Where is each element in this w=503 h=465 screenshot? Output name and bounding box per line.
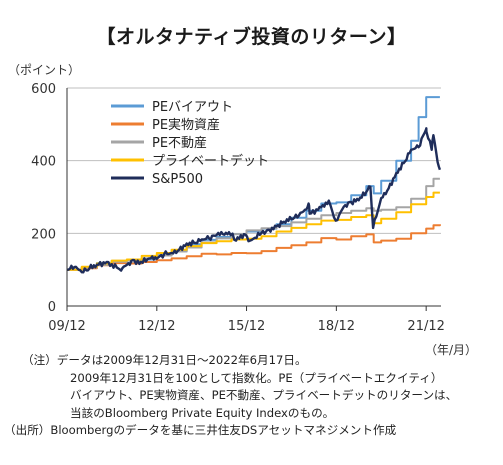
- axes: 0 200 400 600 09/12 12/12 15/12 18/12 21/12: [31, 82, 445, 334]
- series-line-4: [67, 127, 442, 274]
- note-line-2: 2009年12月31日を100として指数化。PE（プライベートエクイティ）: [70, 370, 443, 385]
- x-axis-unit-label: （年/月）: [425, 343, 478, 357]
- note-line-4: 当該のBloomberg Private Equity Indexのもの。: [70, 405, 335, 420]
- series-line-2: [67, 177, 440, 271]
- x-tick-label-15/12: 15/12: [228, 319, 265, 334]
- legend-label-1: PE実物資産: [152, 117, 220, 133]
- series-lines: [67, 96, 442, 274]
- note-line-3: バイアウト、PE実物資産、PE不動産、プライベートデットのリターンは、: [70, 388, 458, 402]
- legend-label-3: プライベートデット: [152, 153, 269, 169]
- legend-label-0: PEバイアウト: [152, 100, 233, 115]
- legend-label-2: PE不動産: [152, 135, 207, 151]
- y-tick-label-400: 400: [31, 155, 56, 170]
- x-tick-label-21/12: 21/12: [407, 319, 444, 334]
- y-tick-label-200: 200: [31, 227, 56, 242]
- x-tick-label-18/12: 18/12: [318, 319, 355, 334]
- x-tick-label-09/12: 09/12: [48, 319, 85, 334]
- chart-title: 【オルタナティブ投資のリターン】: [96, 26, 407, 48]
- legend-label-4: S&P500: [152, 172, 203, 187]
- x-tick-label-12/12: 12/12: [138, 319, 175, 334]
- y-tick-label-600: 600: [31, 82, 56, 97]
- y-axis-unit-label: （ポイント）: [8, 63, 81, 77]
- y-tick-label-0: 0: [48, 300, 56, 315]
- source-note: （出所）Bloombergのデータを基に三井住友DSアセットマネジメント作成: [4, 423, 397, 437]
- footnote: （注）データは2009年12月31日～2022年6月17日。 2009年12月3…: [4, 352, 500, 440]
- note-line-1: （注）データは2009年12月31日～2022年6月17日。: [22, 353, 307, 367]
- series-line-3: [67, 191, 440, 271]
